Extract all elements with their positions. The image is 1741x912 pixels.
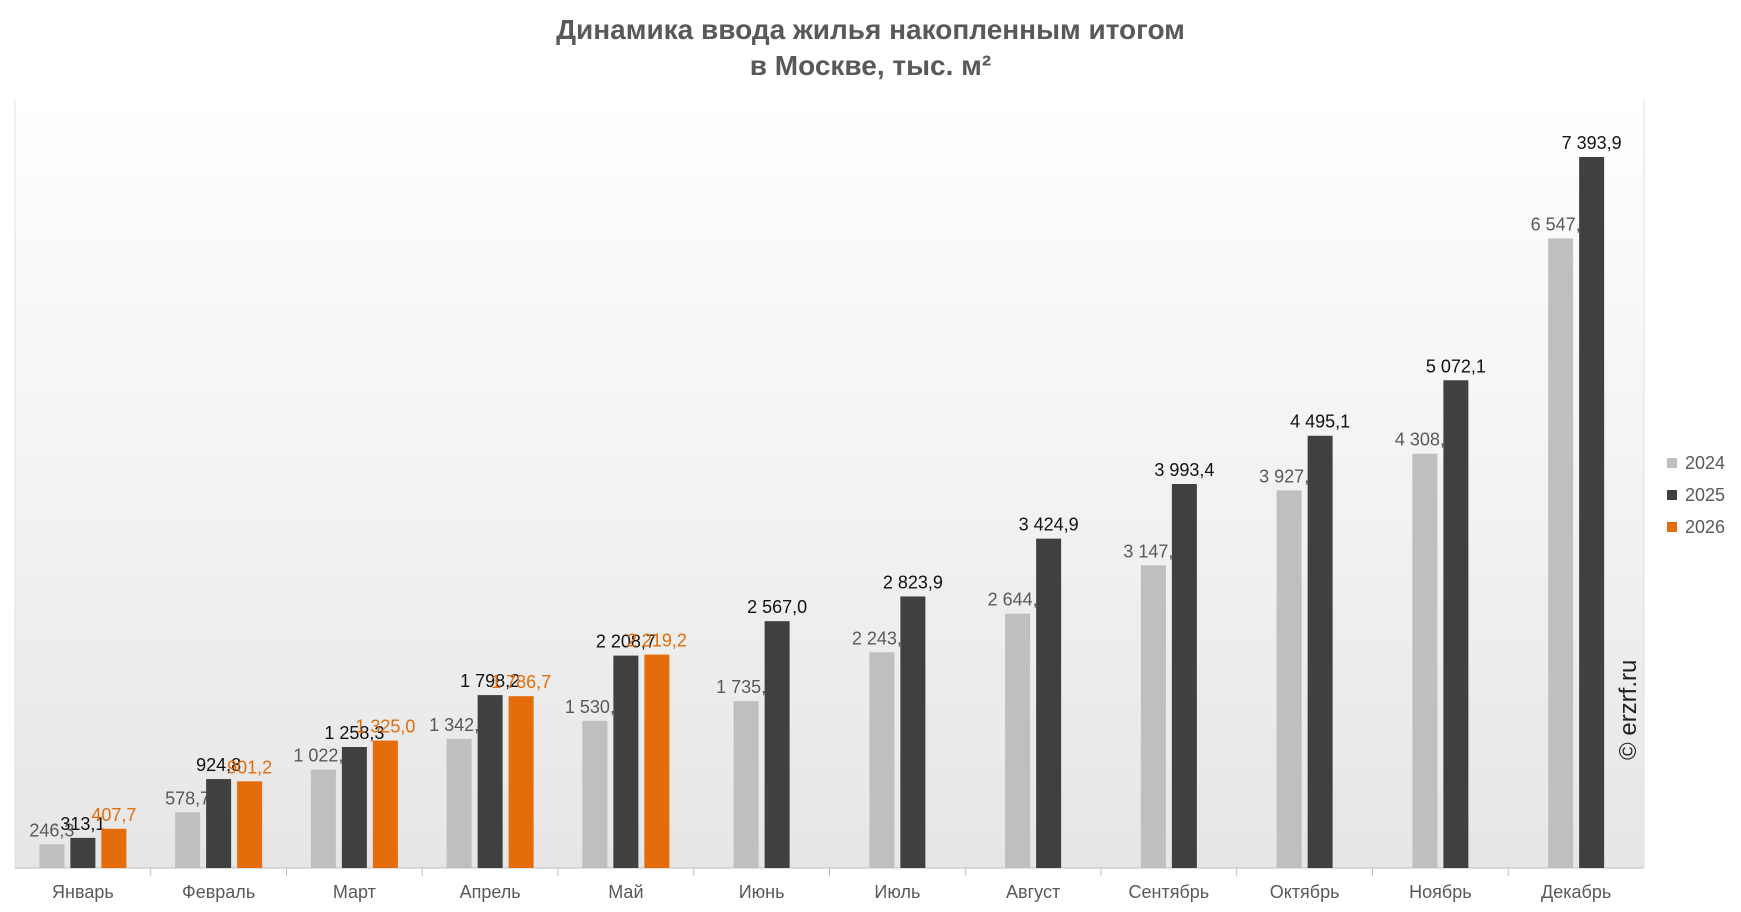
x-tick-label: Август [1006,882,1060,902]
chart-title-line-1: Динамика ввода жилья накопленным итогом [556,14,1185,45]
legend-label-2024: 2024 [1685,452,1726,473]
bar-2025-11 [1579,157,1605,868]
bar-2026-1 [237,781,263,868]
data-label-2025-5: 2 567,0 [747,597,807,617]
bar-2025-0 [70,837,96,868]
legend-swatch-2026 [1667,522,1677,532]
x-tick-label: Январь [52,882,114,902]
legend-item-2024: 2024 [1667,447,1725,479]
legend-item-2026: 2026 [1667,511,1725,543]
legend-label-2025: 2025 [1685,484,1726,505]
bar-2024-2 [310,769,336,868]
data-label-2024-7: 2 644,6 [988,590,1048,610]
bar-2025-8 [1171,483,1197,868]
bar-2024-4 [582,720,608,868]
legend-swatch-2024 [1667,458,1677,468]
x-tick-label: Октябрь [1270,882,1340,902]
bar-2025-9 [1307,435,1333,868]
chart-title-line-2: в Москве, тыс. м² [749,50,992,81]
x-tick-label: Июль [874,882,920,902]
data-label-2026-2: 1 325,0 [355,717,415,737]
data-label-2025-2: 1 258,3 [324,723,384,743]
data-label-2025-3: 1 798,2 [460,671,520,691]
data-label-2026-4: 2 219,2 [627,631,687,651]
data-label-2024-4: 1 530,4 [565,697,625,717]
bar-2024-3 [446,738,472,868]
bar-2025-2 [341,747,367,868]
x-tick-label: Апрель [460,882,521,902]
bar-2025-5 [764,621,790,868]
bar-2024-5 [733,701,759,868]
bar-2024-0 [39,844,65,868]
x-tick-label: Сентябрь [1129,882,1210,902]
data-label-2024-3: 1 342,2 [429,715,489,735]
bar-2025-6 [900,596,926,868]
bar-2026-0 [101,828,127,868]
bar-2025-3 [477,695,503,868]
data-label-2025-10: 5 072,1 [1426,356,1486,376]
bar-2024-10 [1412,453,1438,868]
data-label-2025-11: 7 393,9 [1562,133,1622,153]
data-label-2026-3: 1 786,7 [491,672,551,692]
bar-2024-8 [1140,565,1166,868]
data-label-2025-1: 924,8 [196,755,241,775]
data-label-2025-4: 2 208,7 [596,632,656,652]
data-label-2025-7: 3 424,9 [1019,515,1079,535]
data-label-2024-2: 1 022,3 [293,746,353,766]
x-tick-label: Декабрь [1541,882,1611,902]
data-label-2024-10: 4 308,4 [1395,430,1455,450]
data-label-2025-9: 4 495,1 [1290,412,1350,432]
data-label-2024-5: 1 735,7 [716,677,776,697]
bar-2025-7 [1036,538,1062,868]
data-label-2026-1: 901,2 [227,757,272,777]
legend-swatch-2025 [1667,490,1677,500]
data-label-2024-9: 3 927,5 [1259,466,1319,486]
x-tick-label: Ноябрь [1409,882,1471,902]
data-label-2024-8: 3 147,7 [1123,541,1183,561]
data-label-2024-0: 246,3 [29,820,74,840]
bar-2025-1 [206,779,232,868]
bar-2025-10 [1443,380,1469,868]
bar-2025-4 [613,655,639,868]
data-label-2024-6: 2 243,6 [852,628,912,648]
bar-2026-4 [644,654,670,868]
x-tick-label: Март [333,882,376,902]
bar-2026-2 [372,740,398,868]
legend-label-2026: 2026 [1685,516,1726,537]
plot-background [15,100,1644,868]
chart-legend: 2024 2025 2026 [1667,447,1725,543]
bar-2024-7 [1005,613,1031,868]
data-label-2025-6: 2 823,9 [883,572,943,592]
data-label-2026-0: 407,7 [91,805,136,825]
watermark-text: © erzrf.ru [1615,659,1642,760]
bar-2024-1 [175,812,201,868]
data-label-2024-1: 578,7 [165,788,210,808]
bar-2024-9 [1276,490,1302,868]
data-label-2025-0: 313,1 [60,814,105,834]
bar-2026-3 [508,696,534,868]
x-tick-label: Июнь [739,882,785,902]
data-label-2024-11: 6 547,7 [1531,214,1591,234]
bar-2024-6 [869,652,895,868]
bar-2024-11 [1548,238,1574,869]
legend-item-2025: 2025 [1667,479,1725,511]
data-label-2025-8: 3 993,4 [1154,460,1214,480]
x-tick-label: Май [608,882,643,902]
x-tick-label: Февраль [182,882,255,902]
